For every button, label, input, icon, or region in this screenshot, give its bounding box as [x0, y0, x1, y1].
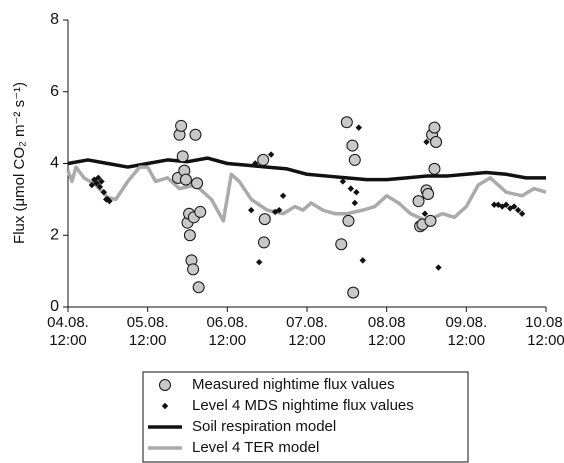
y-tick-label: 2	[50, 226, 59, 243]
mds-point	[359, 257, 366, 264]
x-tick-label: 09.08. 12:00	[445, 314, 487, 349]
measured-point	[340, 116, 353, 129]
mds-point	[510, 203, 518, 210]
x-tick-label: 04.08. 12:00	[47, 314, 89, 349]
legend-box	[142, 371, 469, 463]
measured-point	[422, 187, 435, 200]
measured-point	[428, 162, 441, 175]
mds-point	[491, 201, 498, 208]
measured-point	[347, 286, 360, 299]
mds-point	[514, 206, 522, 214]
mds-point	[518, 210, 526, 217]
mds-point	[347, 185, 355, 192]
mds-point	[353, 189, 360, 196]
mds-point	[256, 258, 263, 266]
mds-point	[252, 160, 259, 167]
measured-point	[430, 135, 443, 148]
measured-point	[335, 238, 348, 251]
mds-point	[339, 178, 347, 185]
mds-point	[279, 192, 287, 199]
legend-label: Soil respiration model	[192, 418, 336, 435]
mds-point	[267, 151, 275, 158]
measured-point	[412, 195, 425, 208]
mds-point	[98, 178, 105, 185]
legend-label: Level 4 TER model	[192, 439, 319, 456]
legend-marker	[159, 379, 171, 391]
measured-point	[428, 121, 441, 134]
mds-point	[95, 174, 102, 182]
mds-point	[355, 124, 362, 131]
mds-point	[106, 197, 113, 205]
legend-label: Measured nightime flux values	[192, 376, 395, 393]
measured-point	[346, 139, 359, 152]
measured-point	[194, 205, 207, 218]
mds-point	[435, 264, 442, 271]
mds-point	[104, 196, 112, 203]
mds-point	[351, 199, 358, 207]
model-line	[67, 156, 546, 182]
x-tick-label: 08.08 12:00	[368, 314, 406, 349]
x-tick-label: 10.08. 12:00	[525, 314, 564, 349]
mds-point	[275, 206, 283, 214]
mds-point	[502, 201, 510, 208]
y-axis-label: Flux (μmol CO₂ m⁻² s⁻¹)	[11, 82, 28, 244]
model-line	[66, 165, 547, 223]
measured-point	[257, 236, 270, 249]
x-tick-label: 06.08. 12:00	[206, 314, 248, 349]
measured-point	[257, 153, 270, 166]
y-tick-label: 0	[50, 298, 59, 315]
measured-point	[258, 213, 271, 226]
x-tick-label: 05.08. 12:00	[127, 314, 169, 349]
measured-point	[179, 173, 192, 186]
measured-point	[192, 281, 205, 294]
measured-point	[187, 263, 200, 276]
measured-point	[348, 153, 361, 166]
mds-point	[96, 183, 104, 191]
mds-point	[93, 180, 100, 187]
measured-point	[424, 214, 437, 227]
measured-point	[189, 128, 202, 141]
mds-point	[423, 138, 430, 146]
y-tick-label: 4	[50, 155, 59, 172]
legend-marker	[161, 402, 169, 410]
y-tick-label: 6	[50, 83, 59, 100]
measured-point	[183, 229, 196, 242]
mds-point	[88, 181, 96, 189]
mds-point	[100, 189, 108, 196]
measured-point	[175, 119, 188, 132]
measured-point	[342, 214, 355, 227]
legend-label: Level 4 MDS nightime flux values	[192, 397, 414, 414]
measured-point	[176, 150, 189, 163]
mds-point	[248, 206, 255, 214]
mds-point	[421, 210, 429, 217]
y-tick-label: 8	[50, 11, 59, 28]
measured-point	[191, 177, 204, 190]
mds-point	[506, 205, 514, 212]
x-tick-label: 07.08. 12:00	[286, 314, 328, 349]
